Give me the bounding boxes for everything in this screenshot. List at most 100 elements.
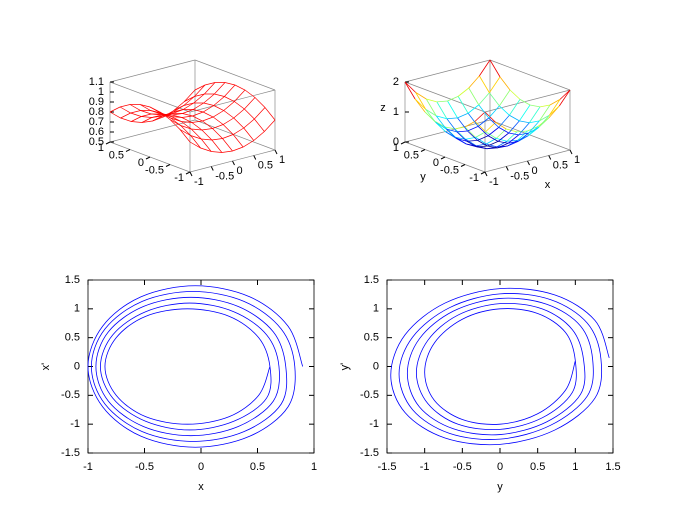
box-edge xyxy=(189,89,276,113)
mesh-segment xyxy=(426,98,437,103)
mesh-segment xyxy=(477,117,489,127)
mesh-segment xyxy=(476,145,488,148)
y-tick-label: 0 xyxy=(74,360,80,372)
mesh-segment xyxy=(478,104,490,119)
y-tick-label: -0.5 xyxy=(440,164,459,176)
mesh-segment xyxy=(499,105,510,116)
x-tick xyxy=(253,155,257,160)
y-tick-label: 1 xyxy=(74,303,80,315)
mesh-segment xyxy=(414,98,426,110)
mesh-segment xyxy=(415,92,427,100)
x-axis-label: x xyxy=(545,179,551,191)
z-tick-label: 0.6 xyxy=(89,126,104,138)
z-tick-label: 0.5 xyxy=(89,136,104,148)
mesh-segment xyxy=(487,145,498,149)
mesh-segment xyxy=(479,75,490,93)
mesh-segment xyxy=(456,138,467,145)
mesh-segment xyxy=(517,130,528,141)
plot-frame xyxy=(87,279,315,454)
mesh-segment xyxy=(488,117,500,128)
mesh-segment xyxy=(519,99,531,106)
mesh-segment xyxy=(457,112,469,119)
mesh-segment xyxy=(508,120,520,134)
mesh-segment xyxy=(487,135,499,142)
x-tick-label: 0 xyxy=(497,461,503,473)
mesh-segment xyxy=(434,121,446,128)
mesh-line xyxy=(120,110,201,149)
mesh-segment xyxy=(404,81,416,93)
box-edge xyxy=(489,119,571,151)
mesh-segment xyxy=(457,96,469,114)
y-tick-label: -1.5 xyxy=(360,447,379,459)
mesh-segment xyxy=(496,140,508,148)
mesh-segment xyxy=(519,104,531,122)
z-tick-label: 0.9 xyxy=(89,96,104,108)
mesh-segment xyxy=(499,89,511,107)
mesh-segment xyxy=(456,130,468,133)
mesh-segment xyxy=(404,81,416,100)
trajectory xyxy=(87,285,304,448)
y-tick-label: -1 xyxy=(369,418,379,430)
x-tick-label: 0.5 xyxy=(258,159,273,171)
mesh-segment xyxy=(477,135,489,141)
mesh-segment xyxy=(456,131,468,142)
x-tick xyxy=(548,155,552,160)
box-edge xyxy=(109,119,196,143)
mesh-segment xyxy=(497,132,509,142)
x-axis-label: y xyxy=(497,481,503,493)
x-tick-label: -1 xyxy=(489,176,499,188)
box-edge xyxy=(404,59,491,83)
mesh-segment xyxy=(539,104,551,108)
y-tick-label: 0.5 xyxy=(65,332,80,344)
y-axis-label: y' xyxy=(339,363,351,371)
y-tick-label: -0.5 xyxy=(360,389,379,401)
mesh-segment xyxy=(508,140,519,144)
y-axis-label: x' xyxy=(40,363,52,371)
mesh-segment xyxy=(496,137,507,142)
mesh-segment xyxy=(447,96,459,102)
x-tick xyxy=(569,149,573,155)
x-tick xyxy=(274,149,278,155)
mesh-segment xyxy=(435,115,447,130)
x-tick-label: 1 xyxy=(311,461,317,473)
y-tick-label: 0 xyxy=(138,157,144,169)
y-tick xyxy=(165,164,171,167)
trajectory xyxy=(390,287,610,446)
mesh-segment xyxy=(467,113,479,127)
mesh-segment xyxy=(466,139,478,142)
mesh-segment xyxy=(486,147,498,150)
mesh-segment xyxy=(425,98,437,117)
mesh-segment xyxy=(447,100,458,119)
mesh-segment xyxy=(506,139,518,142)
mesh-segment xyxy=(498,127,509,134)
y-tick xyxy=(400,141,406,145)
mesh-segment xyxy=(486,143,497,148)
mesh-segment xyxy=(454,126,466,130)
mesh-line xyxy=(129,82,216,116)
mesh-segment xyxy=(446,117,458,120)
x-tick-label: -1.5 xyxy=(378,461,397,473)
mesh-segment xyxy=(464,126,476,138)
mesh-segment xyxy=(509,114,520,122)
mesh-segment xyxy=(477,140,488,147)
mesh-segment xyxy=(489,76,501,93)
mesh-line xyxy=(141,114,223,153)
z-tick-label: 1.1 xyxy=(89,76,104,88)
mesh-line xyxy=(189,119,276,153)
mesh-segment xyxy=(467,126,479,132)
mesh-segment xyxy=(559,89,571,107)
mesh-segment xyxy=(487,127,499,137)
y-tick xyxy=(440,156,446,160)
mesh-segment xyxy=(509,99,521,116)
y-tick-label: 0.5 xyxy=(109,149,124,161)
mesh-segment xyxy=(445,131,457,139)
x-tick-label: 0 xyxy=(532,165,538,177)
mesh-segment xyxy=(444,126,456,130)
mesh-segment xyxy=(559,89,571,100)
box-edge xyxy=(404,81,486,113)
mesh-segment xyxy=(436,101,448,119)
mesh-line xyxy=(194,82,276,121)
y-tick xyxy=(480,171,486,175)
mesh-line xyxy=(173,102,255,141)
x-tick-label: 1.5 xyxy=(605,461,620,473)
